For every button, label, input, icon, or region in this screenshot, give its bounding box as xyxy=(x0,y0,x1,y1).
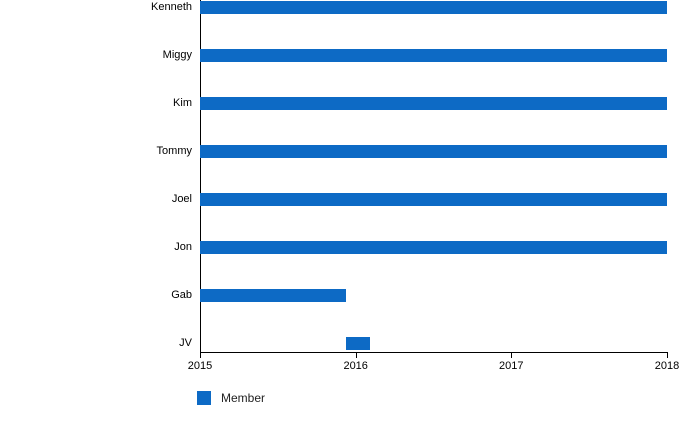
x-axis-label-2016: 2016 xyxy=(343,360,368,372)
x-axis-line xyxy=(200,352,668,353)
y-axis-label-kim: Kim xyxy=(173,97,192,109)
bar-jv[interactable] xyxy=(346,337,370,350)
x-axis-tick-2015 xyxy=(200,352,201,358)
y-axis-label-joel: Joel xyxy=(171,193,192,205)
x-axis-tick-2016 xyxy=(355,352,357,358)
x-axis-label-2018: 2018 xyxy=(654,360,680,372)
x-axis-tick-2017 xyxy=(511,352,513,358)
y-axis-label-jv: JV xyxy=(179,337,192,349)
bar-jon[interactable] xyxy=(200,241,667,254)
y-axis-label-jon: Jon xyxy=(174,241,192,253)
x-axis-tick-2018 xyxy=(667,352,668,358)
bar-gab[interactable] xyxy=(200,289,347,302)
bar-kim[interactable] xyxy=(200,97,667,110)
x-axis-label-2017: 2017 xyxy=(499,360,524,372)
bar-kenneth[interactable] xyxy=(200,1,667,14)
y-axis-line xyxy=(200,0,201,353)
y-axis-label-kenneth: Kenneth xyxy=(151,1,192,13)
y-axis-label-miggy: Miggy xyxy=(162,49,192,61)
bar-joel[interactable] xyxy=(200,193,667,206)
legend-label: Member xyxy=(221,391,266,405)
y-axis-label-tommy: Tommy xyxy=(156,145,192,157)
legend: Member xyxy=(197,391,265,405)
legend-swatch-icon xyxy=(197,391,211,405)
bar-tommy[interactable] xyxy=(200,145,667,158)
x-axis-label-2015: 2015 xyxy=(187,360,213,372)
y-axis-label-gab: Gab xyxy=(171,289,192,301)
bar-miggy[interactable] xyxy=(200,49,667,62)
